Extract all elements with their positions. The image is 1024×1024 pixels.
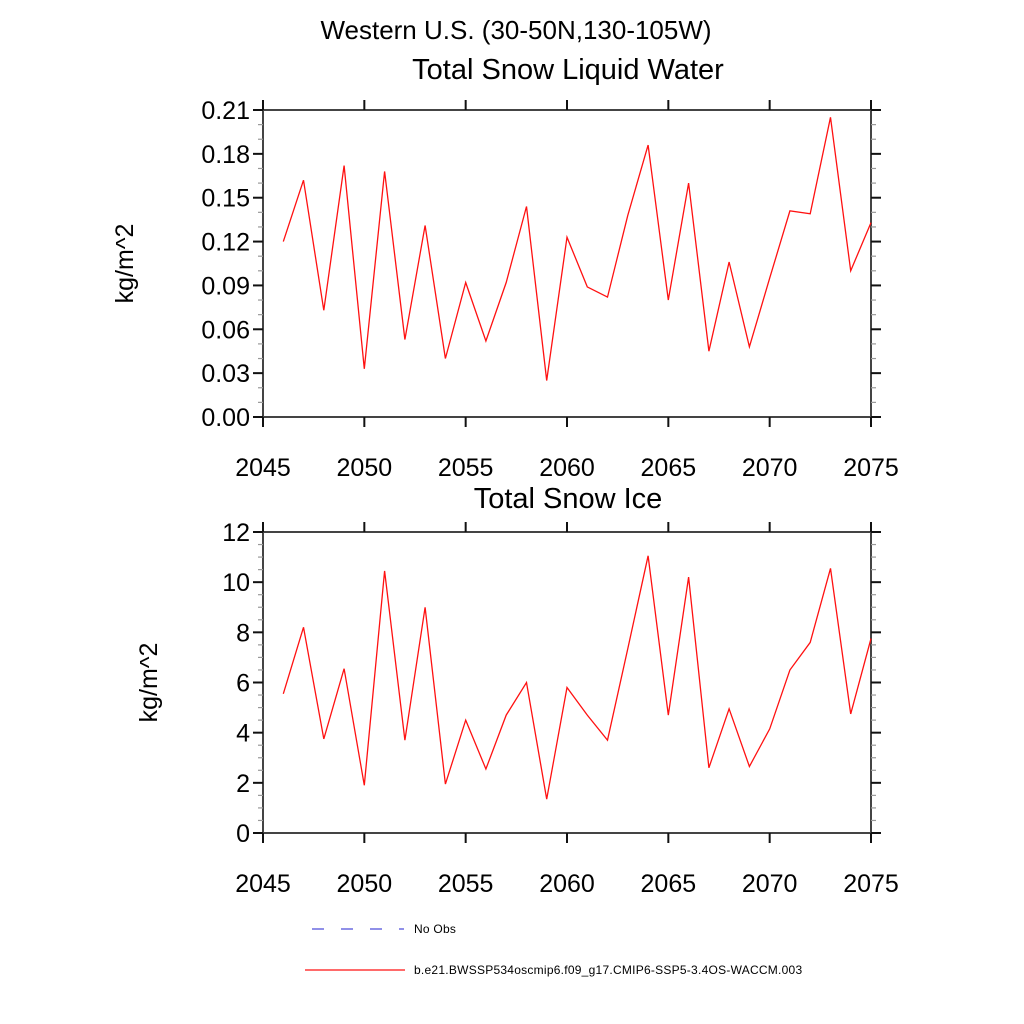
x-tick-label: 2050 (337, 870, 393, 898)
chart-2: 2045 2050 2055 2060 2065 2070 2075 0 2 4 6 8 10 12 kg/… (135, 519, 899, 898)
x-tick-label: 2045 (235, 454, 291, 482)
x-tick-label: 2060 (539, 870, 595, 898)
legend-label-no-obs: No Obs (414, 922, 457, 936)
y-tick-label: 8 (236, 619, 250, 647)
y-tick-label: 12 (222, 519, 250, 547)
y-tick-label: 0.21 (201, 97, 250, 125)
x-tick-label: 2075 (843, 870, 899, 898)
x-tick-label: 2055 (438, 870, 494, 898)
y-tick-label: 0.18 (201, 141, 250, 169)
chart2-title: Total Snow Ice (473, 483, 663, 515)
x-tick-label: 2055 (438, 454, 494, 482)
x-tick-label: 2050 (337, 454, 393, 482)
legend-label-model-run: b.e21.BWSSP534oscmip6.f09_g17.CMIP6-SSP5… (414, 963, 803, 977)
y-tick-label: 0.09 (201, 272, 250, 300)
series-line (282, 555, 872, 800)
y-tick-label: 0.06 (201, 316, 250, 344)
x-tick-label: 2070 (742, 870, 798, 898)
chart-1: 2045 2050 2055 2060 2065 2070 2075 0.00 0.03 0.06… (111, 97, 899, 482)
y-tick-label: 0.00 (201, 404, 250, 432)
legend-item-no-obs: No Obs (305, 923, 456, 935)
x-tick-label: 2045 (235, 870, 291, 898)
legend-item-model-run: b.e21.BWSSP534oscmip6.f09_g17.CMIP6-SSP5… (305, 964, 802, 976)
y-tick-label: 0 (236, 820, 250, 848)
x-tick-label: 2070 (742, 454, 798, 482)
y-tick-label: 0.15 (201, 185, 250, 213)
y-tick-label: 2 (236, 770, 250, 798)
chart1-title: Total Snow Liquid Water (412, 54, 724, 86)
x-tick-label: 2065 (641, 870, 697, 898)
x-tick-label: 2060 (539, 454, 595, 482)
y-axis-label: kg/m^2 (135, 643, 163, 723)
x-tick-label: 2065 (641, 454, 697, 482)
y-tick-label: 0.12 (201, 229, 250, 257)
figure-title: Western U.S. (30-50N,130-105W) (320, 15, 712, 45)
model-run-solid-line-icon (305, 969, 405, 971)
y-axis-label: kg/m^2 (111, 224, 139, 304)
series-line (282, 117, 872, 381)
y-tick-label: 10 (222, 569, 250, 597)
plot-box (262, 531, 872, 834)
x-tick-label: 2075 (843, 454, 899, 482)
y-tick-label: 6 (236, 670, 250, 698)
y-tick-label: 0.03 (201, 360, 250, 388)
no-obs-dashed-line-icon (312, 928, 404, 930)
y-tick-label: 4 (236, 720, 250, 748)
